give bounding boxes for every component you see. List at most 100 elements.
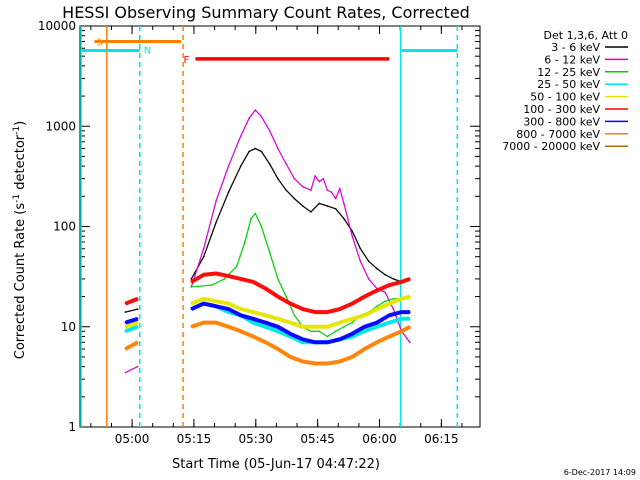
data-point	[136, 308, 139, 310]
data-point	[339, 187, 341, 190]
data-point	[124, 326, 127, 328]
data-point	[376, 326, 378, 328]
data-point	[136, 298, 139, 300]
data-point	[409, 278, 411, 280]
series-line	[124, 340, 139, 351]
data-point	[293, 177, 296, 180]
data-point	[190, 278, 193, 280]
data-point	[277, 278, 279, 280]
data-point	[376, 321, 378, 324]
data-point	[310, 211, 312, 213]
data-point	[124, 371, 127, 374]
data-point	[124, 330, 127, 333]
data-point	[334, 197, 337, 200]
data-point	[363, 330, 366, 333]
data-point	[351, 230, 354, 232]
data-point	[351, 318, 354, 320]
data-point	[136, 318, 139, 320]
data-point	[240, 308, 242, 310]
data-point	[367, 260, 370, 263]
data-point	[363, 295, 366, 298]
legend-label: 7000 - 20000 keV	[502, 140, 600, 153]
legend-label: 800 - 7000 keV	[516, 128, 600, 141]
data-point	[351, 356, 354, 358]
data-point	[268, 163, 271, 165]
data-point	[240, 330, 242, 333]
data-point	[334, 208, 337, 210]
y-axis-label-mid: detector	[13, 134, 28, 194]
data-point	[254, 147, 257, 150]
data-point	[215, 200, 217, 202]
data-point	[343, 202, 345, 205]
data-point	[124, 348, 127, 350]
series-line	[190, 147, 402, 283]
data-point	[326, 326, 329, 328]
data-point	[264, 321, 267, 324]
data-point	[277, 147, 279, 150]
x-tick-label: 05:00	[115, 432, 150, 446]
y-axis-label-sup2: -1	[12, 126, 22, 135]
data-point	[392, 278, 395, 280]
data-point	[136, 321, 139, 324]
data-point	[388, 335, 391, 338]
data-point	[136, 365, 139, 368]
data-point	[136, 326, 139, 328]
data-point	[264, 287, 267, 290]
data-point	[215, 272, 217, 275]
data-point	[124, 311, 127, 313]
saa-label: S	[96, 38, 102, 49]
data-point	[314, 175, 316, 177]
y-axis-label-sup1: -1	[12, 194, 22, 203]
data-point	[339, 308, 341, 310]
data-point	[409, 318, 411, 320]
data-point	[388, 321, 391, 324]
data-point	[384, 291, 387, 294]
data-point	[277, 348, 279, 350]
data-point	[400, 311, 403, 313]
series-layer	[124, 109, 411, 374]
data-point	[400, 318, 403, 320]
data-point	[252, 335, 254, 338]
data-point	[124, 302, 127, 305]
data-point	[277, 318, 279, 320]
data-point	[211, 284, 213, 286]
data-point	[376, 308, 378, 310]
x-tick-label: 05:45	[300, 432, 335, 446]
data-point	[289, 302, 292, 305]
data-point	[376, 341, 378, 344]
series-line	[124, 320, 139, 329]
x-axis: 05:00 05:15 05:30 05:45 06:00 06:15	[90, 26, 463, 446]
data-point	[400, 281, 403, 283]
data-point	[301, 205, 304, 207]
data-point	[339, 338, 341, 341]
y-tick-label: 1	[68, 420, 76, 434]
y-tick-label: 1000	[45, 119, 76, 133]
data-point	[339, 360, 341, 363]
data-point	[359, 260, 362, 263]
data-point	[277, 326, 279, 328]
data-point	[202, 274, 205, 276]
data-point	[363, 348, 366, 350]
legend-label: 100 - 300 keV	[523, 103, 600, 116]
data-point	[202, 255, 205, 258]
data-point	[202, 298, 205, 300]
chart-title: HESSI Observing Summary Count Rates, Cor…	[62, 3, 470, 22]
data-point	[289, 356, 292, 358]
data-point	[351, 235, 354, 237]
y-axis: 1 10 100 1000 10000	[38, 19, 480, 434]
legend-label: 300 - 800 keV	[523, 115, 600, 128]
data-point	[277, 330, 279, 333]
data-point	[409, 311, 411, 313]
data-point	[252, 318, 254, 320]
data-point	[359, 247, 362, 250]
data-point	[264, 326, 267, 328]
data-point	[227, 302, 230, 305]
y-tick-label: 100	[53, 220, 76, 234]
data-point	[227, 191, 230, 193]
data-point	[326, 341, 329, 344]
data-point	[343, 217, 345, 220]
data-point	[202, 247, 205, 250]
data-point	[314, 341, 316, 344]
y-tick-label: 10	[61, 320, 76, 334]
data-point	[409, 326, 411, 328]
